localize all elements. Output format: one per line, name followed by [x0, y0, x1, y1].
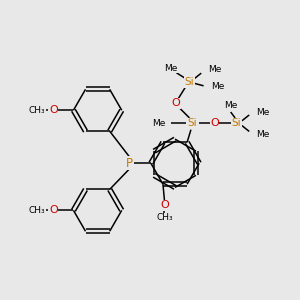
Text: Si: Si — [188, 118, 197, 128]
Text: Me: Me — [164, 64, 178, 73]
Text: O: O — [172, 98, 181, 108]
Text: CH₃: CH₃ — [29, 106, 46, 115]
Text: CH₃: CH₃ — [29, 206, 46, 215]
Text: Si: Si — [232, 118, 242, 128]
Text: O: O — [49, 206, 58, 215]
Text: P: P — [126, 157, 133, 170]
Text: Me: Me — [211, 82, 224, 91]
Text: Me: Me — [256, 107, 270, 116]
Text: Me: Me — [224, 101, 237, 110]
Text: O: O — [49, 105, 58, 115]
Text: Me: Me — [152, 119, 165, 128]
Text: Si: Si — [184, 77, 194, 87]
Text: Me: Me — [256, 130, 269, 139]
Text: Me: Me — [208, 65, 222, 74]
Text: CH₃: CH₃ — [156, 213, 173, 222]
Text: O: O — [210, 118, 219, 128]
Text: O: O — [160, 200, 169, 210]
